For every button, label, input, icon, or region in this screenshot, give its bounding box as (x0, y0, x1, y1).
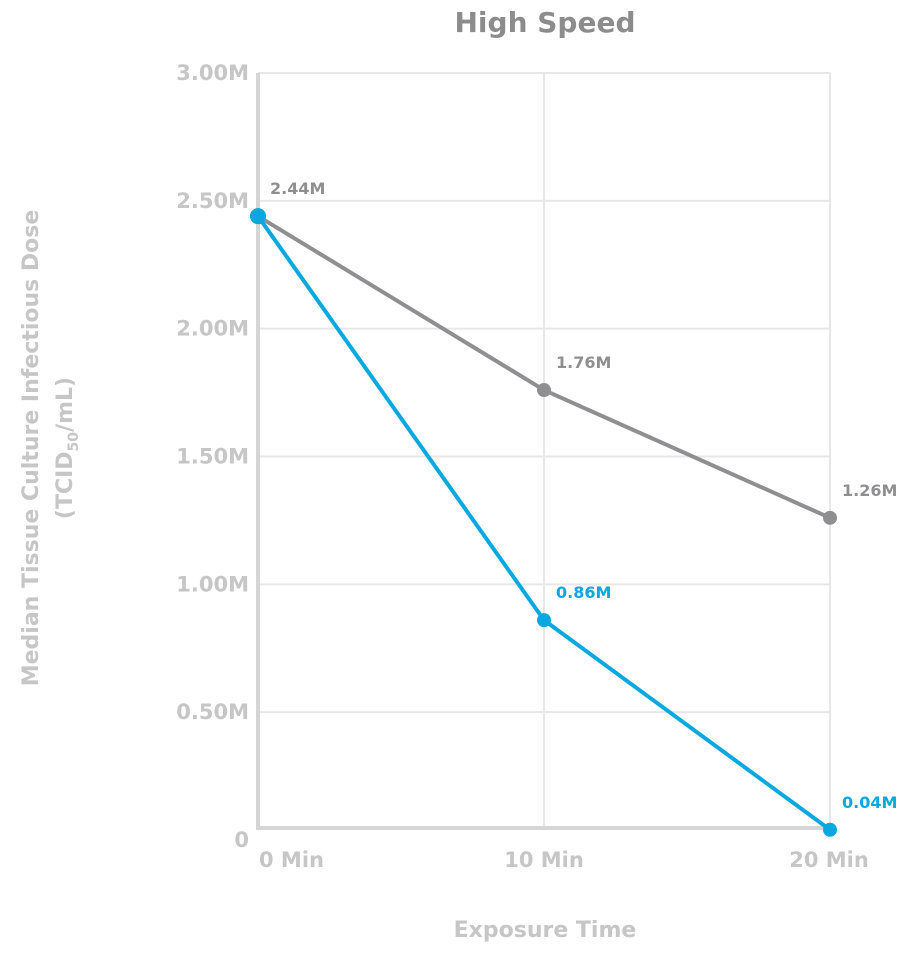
y-axis-unit-prefix: (TCID (53, 451, 78, 519)
y-tick-label: 0.50M (176, 700, 249, 724)
x-axis-title: Exposure Time (454, 918, 637, 943)
data-label: 2.44M (270, 179, 325, 198)
x-tick-labels: 0 Min 10 Min 20 Min (259, 848, 869, 872)
data-labels: 2.44M 1.76M 1.26M 0.86M 0.04M (270, 179, 897, 812)
y-tick-label: 2.00M (176, 317, 249, 341)
y-tick-label: 0 (234, 828, 249, 852)
x-tick-label: 10 Min (504, 848, 584, 872)
y-tick-label: 1.00M (176, 572, 249, 596)
x-tick-label: 20 Min (789, 848, 869, 872)
data-label: 1.26M (842, 481, 897, 500)
data-point (823, 822, 837, 837)
y-tick-label: 3.00M (176, 61, 249, 85)
data-label: 1.76M (556, 353, 611, 372)
grid-layer (258, 72, 831, 828)
data-point (537, 383, 551, 398)
series-layer (250, 208, 837, 837)
data-label: 0.04M (842, 793, 897, 812)
data-label: 0.86M (556, 583, 611, 602)
y-axis-unit: (TCID50/mL) (53, 377, 82, 519)
y-tick-label: 1.50M (176, 445, 249, 469)
y-tick-labels: 0 0.50M 1.00M 1.50M 2.00M 2.50M 3.00M (176, 61, 249, 852)
data-point (537, 613, 551, 628)
y-tick-label: 2.50M (176, 189, 249, 213)
y-axis-title: Median Tissue Culture Infectious Dose (19, 210, 44, 687)
y-axis-unit-suffix: /mL) (53, 377, 78, 432)
y-axis-title-group: Median Tissue Culture Infectious Dose (T… (19, 210, 82, 687)
chart-title: High Speed (455, 6, 636, 39)
data-point (250, 208, 266, 225)
x-tick-label: 0 Min (259, 848, 324, 872)
y-axis-unit-subscript: 50 (66, 432, 82, 452)
data-point (823, 510, 837, 525)
